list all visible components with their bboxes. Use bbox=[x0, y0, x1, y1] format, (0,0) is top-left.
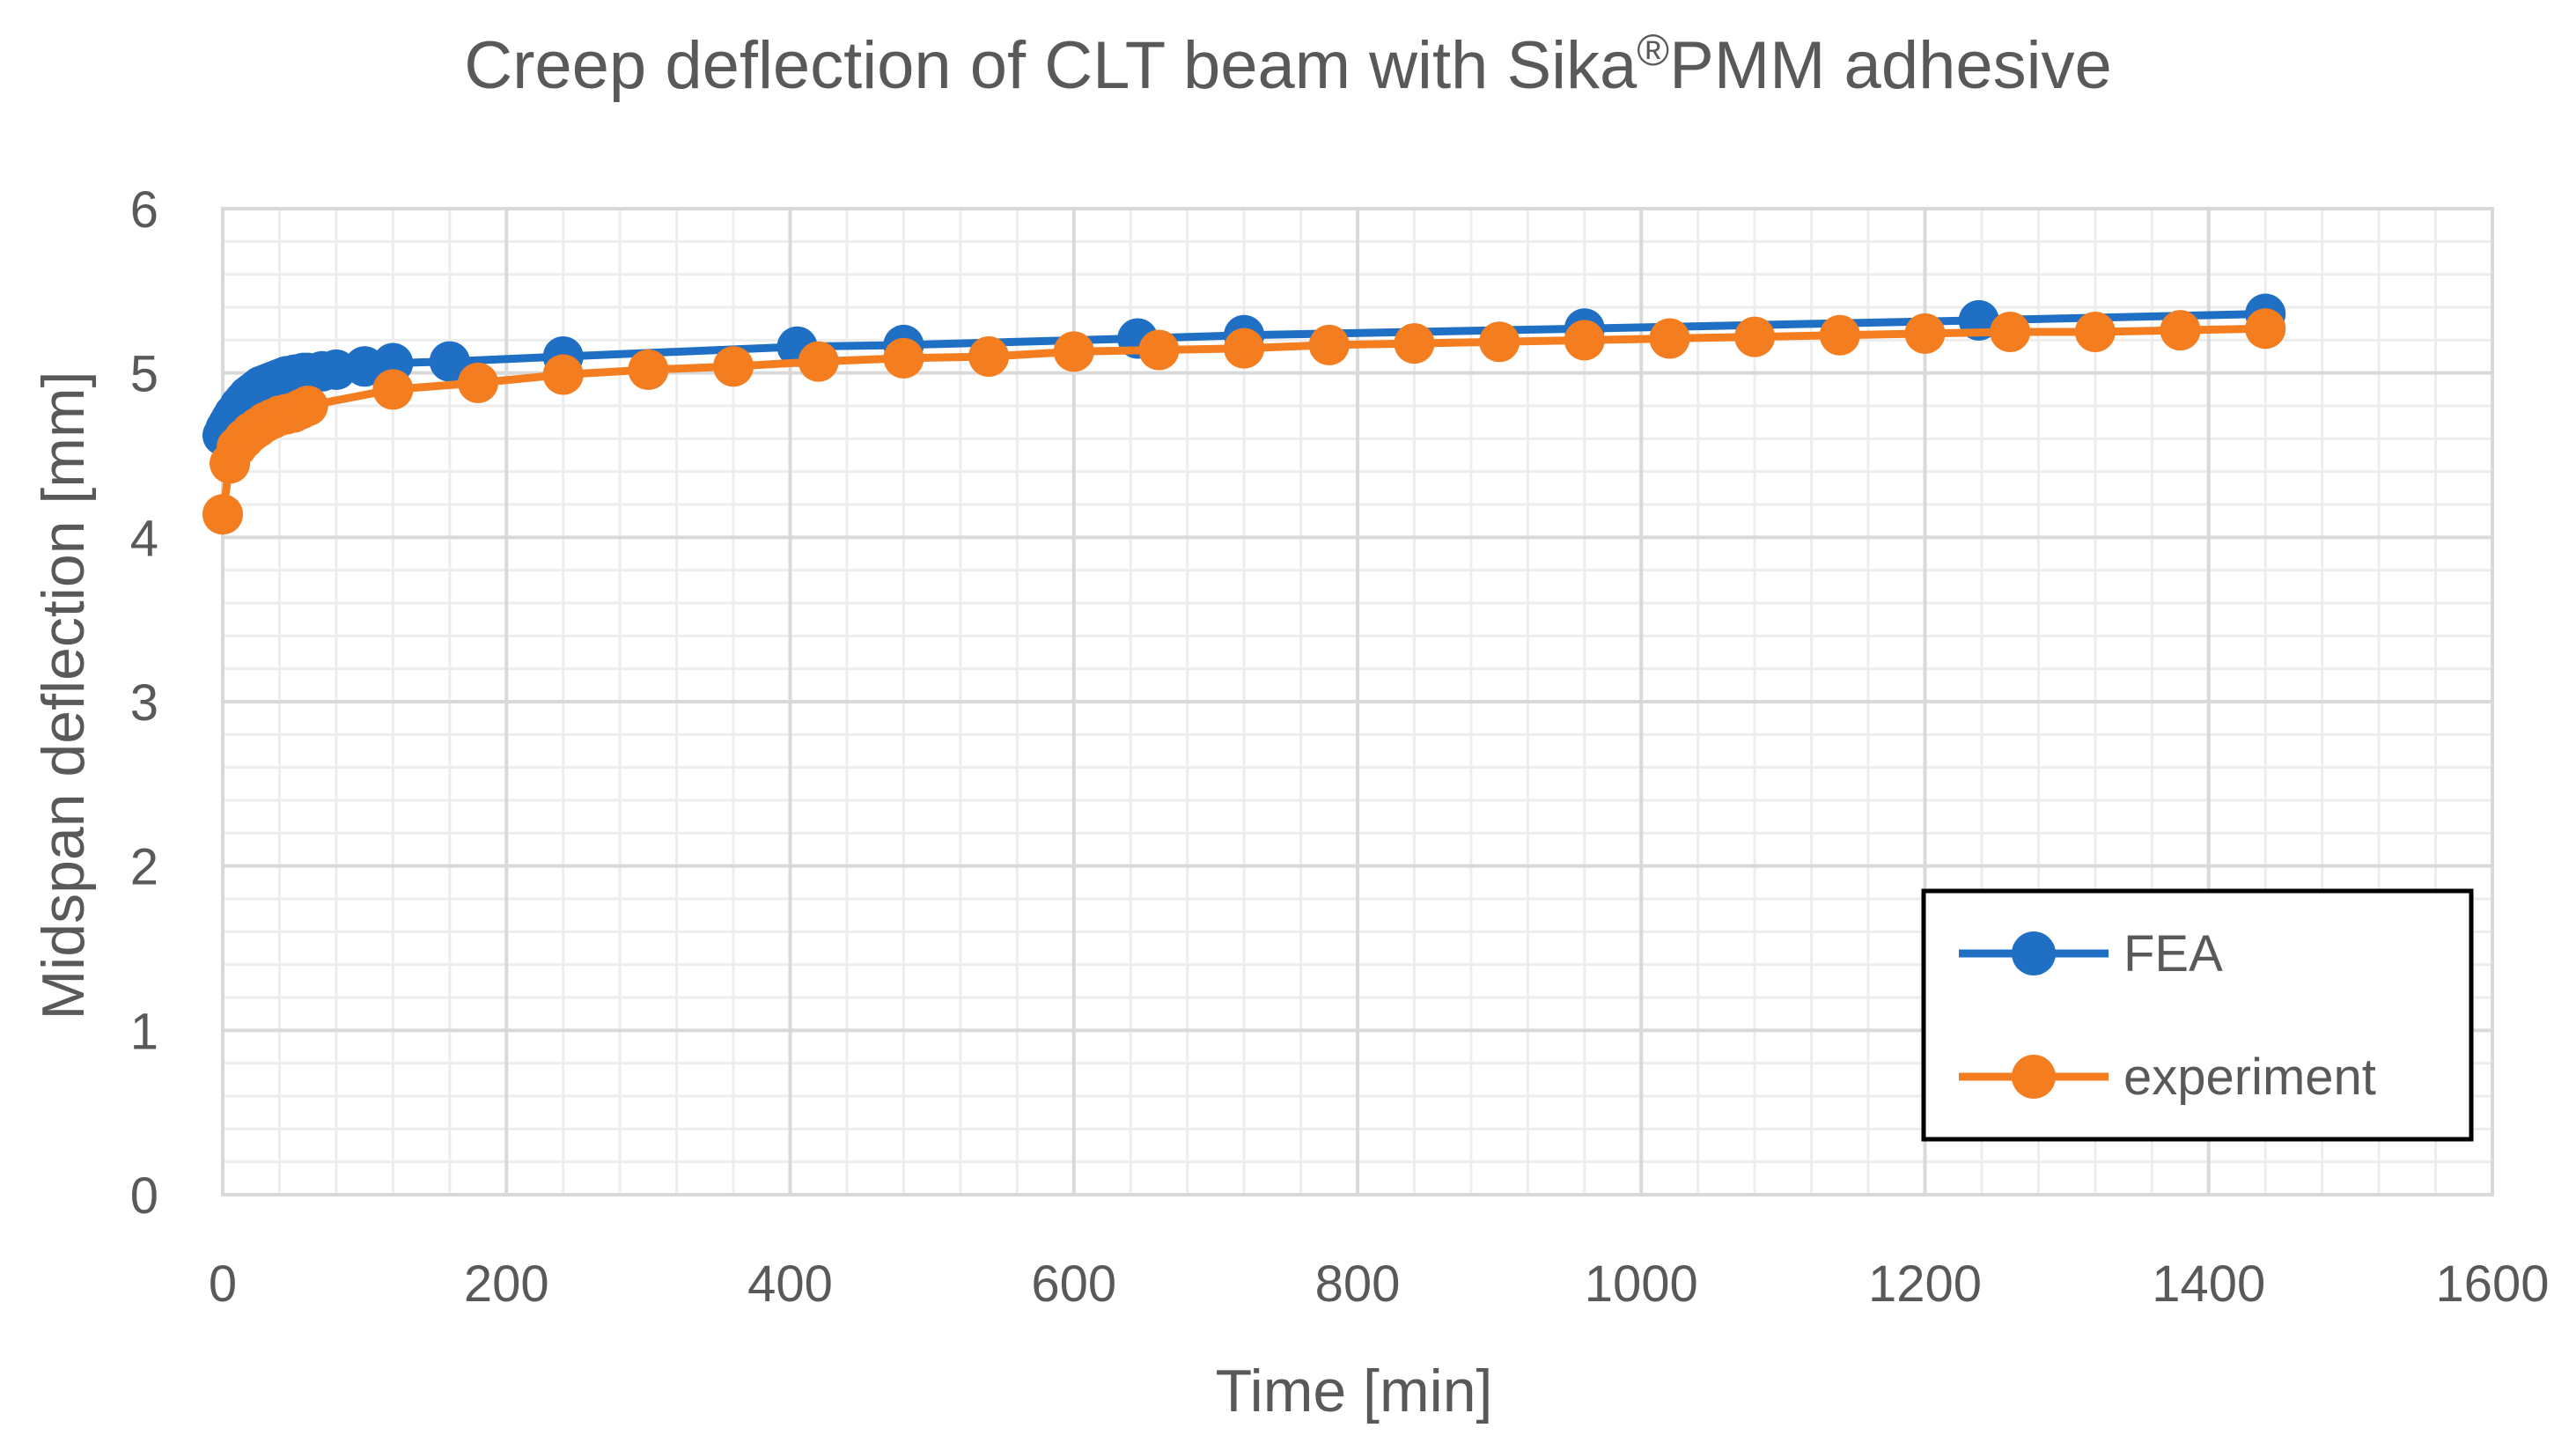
legend-label-experiment: experiment bbox=[2123, 1049, 2376, 1106]
chart-title-main: Creep deflection of CLT beam with Sika bbox=[464, 28, 1638, 103]
data-point-experiment bbox=[1308, 324, 1350, 365]
data-point-experiment bbox=[287, 386, 328, 426]
series-experiment bbox=[202, 308, 2286, 535]
chart-title-superscript: ® bbox=[1637, 26, 1669, 75]
legend-label-fea: FEA bbox=[2123, 925, 2223, 983]
legend-marker-experiment bbox=[2012, 1055, 2056, 1099]
data-point-experiment bbox=[798, 341, 839, 382]
x-tick-label: 1000 bbox=[1585, 1255, 1698, 1313]
data-point-experiment bbox=[2160, 310, 2201, 351]
data-point-experiment bbox=[1138, 329, 1180, 371]
x-tick-label: 1200 bbox=[1868, 1255, 1982, 1313]
legend: FEA experiment bbox=[1921, 888, 2474, 1142]
x-tick-label: 400 bbox=[747, 1255, 833, 1313]
y-tick-label: 5 bbox=[130, 346, 158, 403]
data-point-experiment bbox=[1990, 312, 2031, 352]
data-point-experiment bbox=[1649, 318, 1690, 359]
x-axis-title: Time [min] bbox=[1216, 1358, 1493, 1424]
y-tick-label: 2 bbox=[130, 839, 158, 896]
series-layer bbox=[202, 293, 2286, 535]
data-point-experiment bbox=[458, 362, 499, 403]
data-point-fea bbox=[429, 341, 470, 382]
chart-title: Creep deflection of CLT beam with Sika®P… bbox=[464, 26, 2112, 103]
data-point-experiment bbox=[2245, 308, 2286, 350]
data-point-experiment bbox=[713, 346, 754, 387]
y-tick-label: 1 bbox=[130, 1003, 158, 1060]
data-point-experiment bbox=[1904, 313, 1946, 354]
data-point-experiment bbox=[1224, 328, 1265, 369]
x-tick-label: 1600 bbox=[2435, 1255, 2549, 1313]
x-tick-label: 800 bbox=[1315, 1255, 1401, 1313]
y-axis-tick-labels: 0 1 2 3 4 5 6 bbox=[130, 181, 158, 1225]
data-point-experiment bbox=[1394, 323, 1435, 364]
y-tick-label: 6 bbox=[130, 181, 158, 239]
data-point-experiment bbox=[542, 354, 584, 395]
data-point-experiment bbox=[883, 337, 924, 379]
data-point-experiment bbox=[968, 336, 1010, 377]
x-tick-label: 1400 bbox=[2152, 1255, 2265, 1313]
data-point-experiment bbox=[1819, 314, 1860, 356]
x-axis-tick-labels: 0 200 400 600 800 1000 1200 1400 1600 bbox=[209, 1255, 2550, 1313]
data-point-experiment bbox=[1053, 331, 1094, 372]
data-point-experiment bbox=[628, 349, 669, 390]
chart-title-suffix: PMM adhesive bbox=[1669, 28, 2112, 103]
data-point-experiment bbox=[2074, 312, 2116, 352]
data-point-experiment bbox=[1479, 321, 1520, 363]
y-axis-title: Midspan deflection [mm] bbox=[30, 372, 97, 1020]
legend-box bbox=[1921, 888, 2474, 1142]
data-point-experiment bbox=[372, 369, 414, 410]
data-point-experiment bbox=[202, 494, 243, 535]
x-tick-label: 0 bbox=[209, 1255, 237, 1313]
plot-area-frame bbox=[221, 207, 2494, 1196]
y-tick-label: 4 bbox=[130, 510, 158, 567]
y-tick-label: 0 bbox=[130, 1167, 158, 1225]
y-tick-label: 3 bbox=[130, 674, 158, 732]
data-point-experiment bbox=[1564, 320, 1605, 361]
x-tick-label: 200 bbox=[464, 1255, 549, 1313]
legend-marker-fea bbox=[2012, 931, 2056, 975]
x-tick-label: 600 bbox=[1031, 1255, 1116, 1313]
data-point-experiment bbox=[1734, 316, 1776, 357]
